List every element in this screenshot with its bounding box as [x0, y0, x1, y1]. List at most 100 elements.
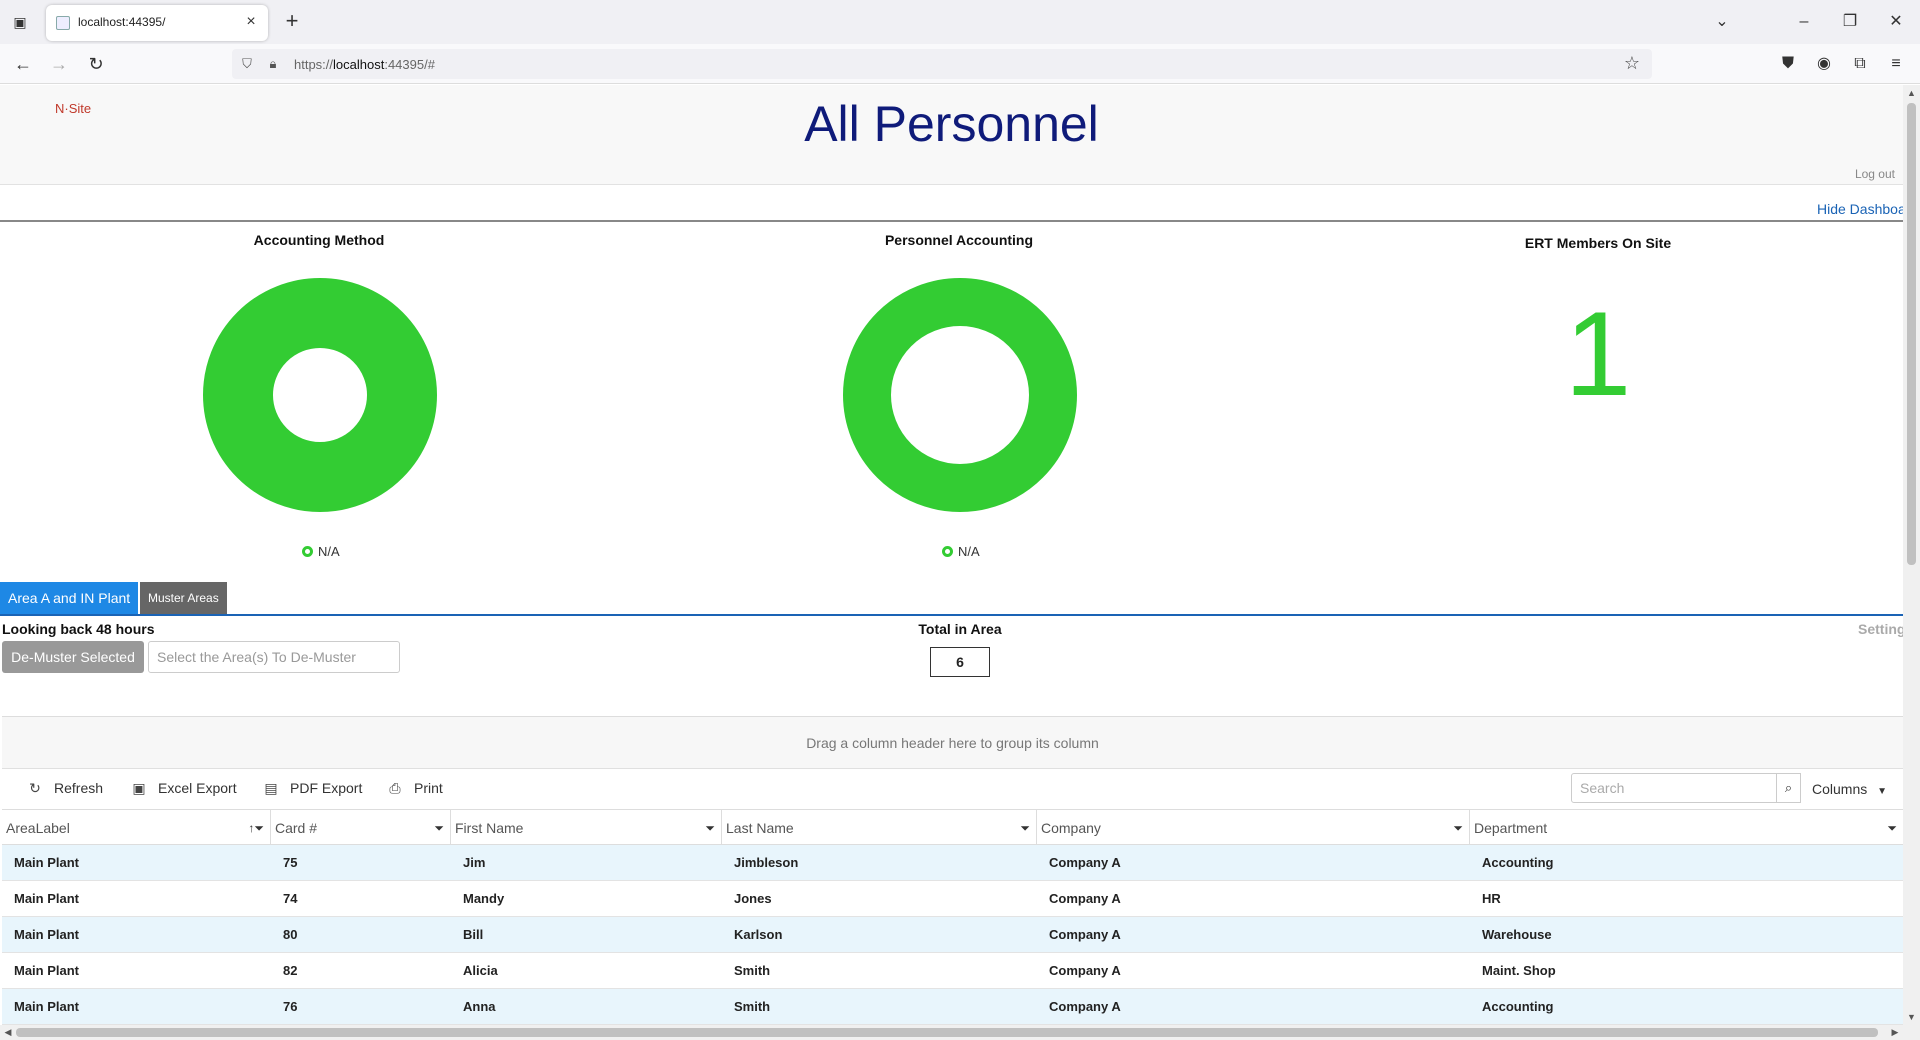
- horizontal-scroll-thumb[interactable]: [16, 1028, 1878, 1037]
- scroll-left-icon[interactable]: ◀: [4, 1027, 12, 1037]
- cell-company: Company A: [1049, 927, 1121, 942]
- chevron-down-icon[interactable]: ⌄: [1715, 13, 1729, 30]
- cell-card: 80: [283, 927, 298, 942]
- refresh-button[interactable]: ↻ Refresh: [29, 780, 104, 796]
- column-header-department[interactable]: Department ⏷: [1470, 810, 1903, 846]
- filter-icon[interactable]: ⏷: [705, 821, 715, 835]
- back-icon[interactable]: ←: [14, 54, 32, 74]
- cell-card: 74: [283, 891, 298, 906]
- column-header-arealabel[interactable]: AreaLabel ↑⏷: [2, 810, 271, 846]
- cell-first-name: Bill: [463, 927, 484, 942]
- page-content: N·Site All Personnel Log out Hide Dashbo…: [0, 85, 1903, 1025]
- legend-label: N/A: [958, 544, 980, 559]
- cell-card: 82: [283, 963, 298, 978]
- grid-toolbar: ↻ Refresh ▣ Excel Export ▤ PDF Export ⎙ Prin…: [2, 769, 1903, 809]
- accounting-method-legend[interactable]: N/A: [302, 544, 340, 559]
- group-panel[interactable]: Drag a column header here to group its c…: [2, 717, 1903, 769]
- cell-arealabel: Main Plant: [14, 927, 80, 942]
- excel-icon: ▣: [132, 780, 146, 796]
- cell-arealabel: Main Plant: [14, 999, 80, 1014]
- cell-last-name: Smith: [734, 963, 771, 978]
- personnel-accounting-donut[interactable]: [843, 278, 1077, 512]
- grid-header-row: AreaLabel ↑⏷ Card # ⏷ First Name ⏷ Last Nam…: [2, 809, 1903, 846]
- shield-icon[interactable]: ⛉: [242, 56, 252, 71]
- search-icon[interactable]: ⌕: [1777, 773, 1801, 803]
- personnel-accounting-legend[interactable]: N/A: [942, 544, 980, 559]
- columns-dropdown[interactable]: Columns ▼: [1812, 781, 1888, 797]
- scroll-right-icon[interactable]: ▶: [1891, 1027, 1899, 1037]
- forward-icon[interactable]: →: [50, 54, 68, 74]
- column-header-company[interactable]: Company ⏷: [1037, 810, 1470, 846]
- url-bar[interactable]: ⛉ 🔒︎ https://localhost:44395/# ☆: [232, 49, 1652, 79]
- cell-last-name: Smith: [734, 999, 771, 1014]
- minimize-icon[interactable]: –: [1799, 13, 1809, 30]
- menu-icon[interactable]: ≡: [1891, 55, 1901, 72]
- filter-icon[interactable]: ⏷: [1453, 821, 1463, 835]
- accounting-method-title: Accounting Method: [253, 232, 385, 248]
- close-window-icon[interactable]: ✕: [1889, 13, 1903, 30]
- accounting-method-slice-na[interactable]: [203, 278, 437, 512]
- extensions-icon[interactable]: ⧉: [1854, 55, 1866, 72]
- browser-tab[interactable]: localhost:44395/ ×: [46, 5, 268, 41]
- horizontal-scrollbar[interactable]: ◀ ▶: [0, 1025, 1903, 1040]
- cell-last-name: Karlson: [734, 927, 783, 942]
- cell-company: Company A: [1049, 963, 1121, 978]
- refresh-icon: ↻: [29, 780, 41, 796]
- cell-card: 75: [283, 855, 298, 870]
- cell-first-name: Jim: [463, 855, 486, 870]
- grid-search-input[interactable]: Search: [1571, 773, 1777, 803]
- restore-icon[interactable]: ❐: [1842, 13, 1858, 30]
- pdf-export-button[interactable]: ▤ PDF Export: [264, 780, 363, 796]
- new-tab-icon[interactable]: +: [285, 8, 299, 33]
- scroll-down-icon[interactable]: ▼: [1907, 1012, 1916, 1022]
- table-row[interactable]: Main Plant 74 Mandy Jones Company A HR: [2, 881, 1903, 917]
- column-header-card[interactable]: Card # ⏷: [271, 810, 451, 846]
- vertical-scroll-thumb[interactable]: [1907, 103, 1916, 565]
- accounting-method-donut[interactable]: [203, 278, 437, 512]
- print-button[interactable]: ⎙ Print: [389, 780, 443, 796]
- demuster-selected-button[interactable]: De-Muster Selected: [2, 641, 144, 673]
- settings-link[interactable]: Settings: [1858, 621, 1903, 637]
- url-text[interactable]: https://localhost:44395/#: [294, 57, 435, 72]
- table-row[interactable]: Main Plant 75 Jim Jimbleson Company A Ac…: [2, 845, 1903, 881]
- cell-department: HR: [1482, 891, 1501, 906]
- column-header-first-name[interactable]: First Name ⏷: [451, 810, 722, 846]
- browser-tab-bar: ▣ localhost:44395/ × + ⌄ – ❐ ✕: [0, 0, 1920, 44]
- column-header-last-name[interactable]: Last Name ⏷: [722, 810, 1037, 846]
- lock-icon[interactable]: 🔒︎: [269, 56, 277, 71]
- reload-icon[interactable]: ↻: [88, 54, 104, 74]
- account-icon[interactable]: ◉: [1817, 55, 1831, 72]
- personnel-accounting-slice-na[interactable]: [843, 278, 1077, 512]
- demuster-area-select[interactable]: Select the Area(s) To De-Muster: [148, 641, 400, 673]
- scroll-up-icon[interactable]: ▲: [1907, 88, 1916, 98]
- excel-export-button[interactable]: ▣ Excel Export: [132, 780, 237, 796]
- total-in-area-label: Total in Area: [918, 621, 1002, 637]
- logout-link[interactable]: Log out: [1854, 167, 1895, 181]
- site-logo[interactable]: N·Site: [55, 101, 92, 116]
- tab-area-a-in-plant[interactable]: Area A and IN Plant: [0, 582, 139, 614]
- ert-members-count: 1: [1564, 287, 1632, 421]
- cell-first-name: Mandy: [463, 891, 505, 906]
- page-title: All Personnel: [804, 96, 1099, 152]
- cell-arealabel: Main Plant: [14, 963, 80, 978]
- tab-muster-areas[interactable]: Muster Areas: [140, 582, 227, 614]
- tab-title: localhost:44395/: [78, 15, 166, 29]
- cell-company: Company A: [1049, 891, 1121, 906]
- filter-icon[interactable]: ⏷: [1887, 821, 1897, 835]
- bookmark-star-icon[interactable]: ☆: [1623, 53, 1640, 73]
- table-row[interactable]: Main Plant 82 Alicia Smith Company A Mai…: [2, 953, 1903, 989]
- looking-back-label: Looking back 48 hours: [2, 621, 155, 637]
- table-row[interactable]: Main Plant 76 Anna Smith Company A Accou…: [2, 989, 1903, 1025]
- vertical-scrollbar[interactable]: ▲ ▼: [1903, 85, 1920, 1025]
- sort-filter-icon[interactable]: ↑⏷: [248, 821, 264, 835]
- pocket-icon[interactable]: ⛊: [1781, 55, 1794, 72]
- cell-first-name: Anna: [463, 999, 496, 1014]
- table-row[interactable]: Main Plant 80 Bill Karlson Company A War…: [2, 917, 1903, 953]
- tab-list-icon[interactable]: ▣: [13, 14, 27, 30]
- filter-icon[interactable]: ⏷: [1020, 821, 1030, 835]
- dashboard-divider: [0, 220, 1903, 222]
- filter-icon[interactable]: ⏷: [434, 821, 444, 835]
- cell-department: Warehouse: [1482, 927, 1552, 942]
- hide-dashboard-link[interactable]: Hide Dashboard: [1817, 201, 1903, 217]
- close-tab-icon[interactable]: ×: [246, 13, 256, 30]
